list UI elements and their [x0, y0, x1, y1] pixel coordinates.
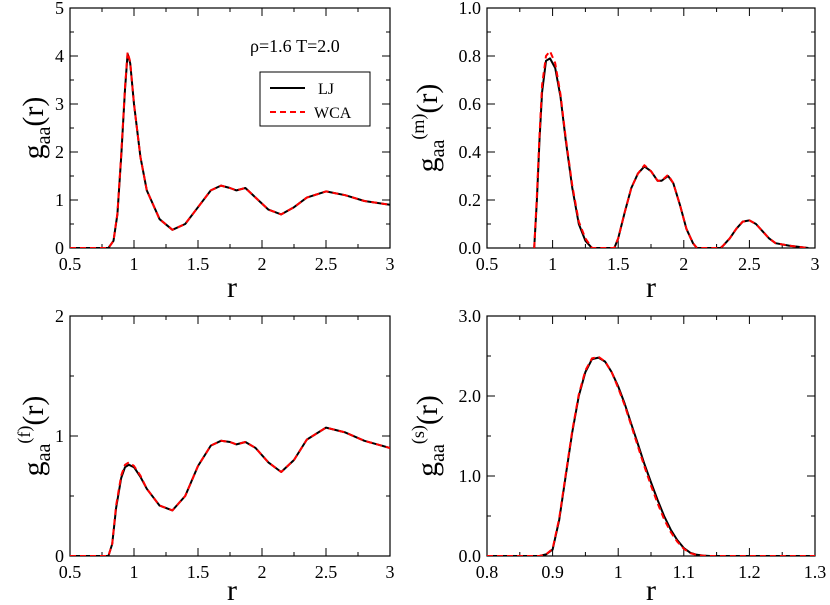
x-tick-label: 1: [614, 562, 623, 582]
x-tick-label: 0.5: [59, 562, 82, 582]
axis-ticks: 0.5 1 1.5 2 2.5 3 0 1 2 3 4 5: [55, 0, 395, 274]
series-line-lj: [533, 57, 809, 248]
series-lines: [533, 50, 809, 248]
y-tick-label: 0.8: [459, 46, 482, 66]
plot-frame: [486, 315, 816, 557]
axis-ticks: 0.5 1 1.5 2 2.5 3 0.0 0.2 0.4 0.6 0.8 1.0: [459, 0, 820, 274]
series-line-wca: [70, 51, 390, 248]
y-tick-label: 5: [55, 0, 64, 18]
legend-label-wca: WCA: [314, 105, 352, 122]
panel-gaa-f: 0.5 1 1.5 2 2.5 3 0 1 2 r gaa(f)(r): [14, 306, 395, 605]
state-annotation: ρ=1.6 T=2.0: [250, 36, 340, 56]
series-line-wca: [533, 50, 809, 248]
x-tick-label: 2.5: [315, 254, 338, 274]
x-axis-label: r: [227, 574, 237, 605]
x-axis-label: r: [227, 271, 237, 304]
x-axis-label: r: [646, 574, 656, 605]
legend-box: [259, 71, 371, 127]
x-tick-label: 2: [679, 254, 688, 274]
x-tick-label: 3: [811, 254, 820, 274]
x-tick-label: 1.5: [187, 562, 210, 582]
x-tick-label: 3: [386, 562, 395, 582]
panel-gaa-m: 0.5 1 1.5 2 2.5 3 0.0 0.2 0.4 0.6 0.8 1.0 r gaa(m)(…: [408, 0, 820, 304]
y-tick-label: 0.2: [459, 190, 482, 210]
plot-frame: [69, 315, 391, 557]
y-tick-label: 1.0: [459, 0, 482, 18]
legend: LJ WCA: [259, 71, 371, 127]
x-tick-label: 3: [386, 254, 395, 274]
x-tick-label: 1.5: [607, 254, 630, 274]
y-tick-label: 3.0: [459, 306, 482, 326]
x-tick-label: 0.5: [476, 254, 499, 274]
y-axis-label: gaa(f)(r): [14, 396, 55, 477]
x-tick-label: 2: [258, 254, 267, 274]
x-tick-label: 1: [548, 254, 557, 274]
series-lines: [70, 426, 390, 556]
x-tick-label: 1: [130, 562, 139, 582]
x-tick-label: 2: [258, 562, 267, 582]
y-tick-label: 0.4: [459, 142, 482, 162]
y-tick-label: 1: [55, 190, 64, 210]
y-tick-label: 0.0: [459, 546, 482, 566]
x-tick-label: 0.9: [541, 562, 564, 582]
x-tick-label: 1.1: [673, 562, 696, 582]
y-tick-label: 2: [55, 142, 64, 162]
y-tick-label: 2.0: [459, 386, 482, 406]
x-tick-label: 1.3: [804, 562, 827, 582]
y-tick-label: 3: [55, 94, 64, 114]
y-tick-label: 1: [55, 426, 64, 446]
x-tick-label: 1: [130, 254, 139, 274]
series-line-lj: [487, 356, 815, 556]
x-tick-label: 2.5: [315, 562, 338, 582]
series-line-wca: [70, 426, 390, 556]
series-line-wca: [487, 355, 815, 556]
x-tick-label: 0.5: [59, 254, 82, 274]
y-tick-label: 4: [55, 46, 64, 66]
y-tick-label: 0: [55, 546, 64, 566]
x-tick-label: 2.5: [738, 254, 761, 274]
axis-ticks: 0.5 1 1.5 2 2.5 3 0 1 2: [55, 306, 395, 582]
y-tick-label: 2: [55, 306, 64, 326]
axis-ticks: 0.8 0.9 1 1.1 1.2 1.3 0.0 1.0 2.0 3.0: [459, 306, 827, 582]
y-tick-label: 0.0: [459, 238, 482, 258]
y-tick-label: 0.6: [459, 94, 482, 114]
y-axis-label: gaa(s)(r): [408, 395, 449, 477]
x-tick-label: 1.5: [187, 254, 210, 274]
y-axis-label: gaa(r): [17, 97, 55, 160]
y-tick-label: 1.0: [459, 466, 482, 486]
panel-gaa-s: 0.8 0.9 1 1.1 1.2 1.3 0.0 1.0 2.0 3.0 r gaa(s)(r): [408, 306, 826, 605]
x-tick-label: 1.2: [738, 562, 761, 582]
x-tick-label: 0.8: [476, 562, 499, 582]
series-lines: [70, 51, 390, 248]
y-axis-label: gaa(m)(r): [408, 84, 449, 173]
x-axis-label: r: [646, 271, 656, 304]
series-lines: [487, 355, 815, 556]
legend-label-lj: LJ: [318, 81, 334, 98]
y-tick-label: 0: [55, 238, 64, 258]
